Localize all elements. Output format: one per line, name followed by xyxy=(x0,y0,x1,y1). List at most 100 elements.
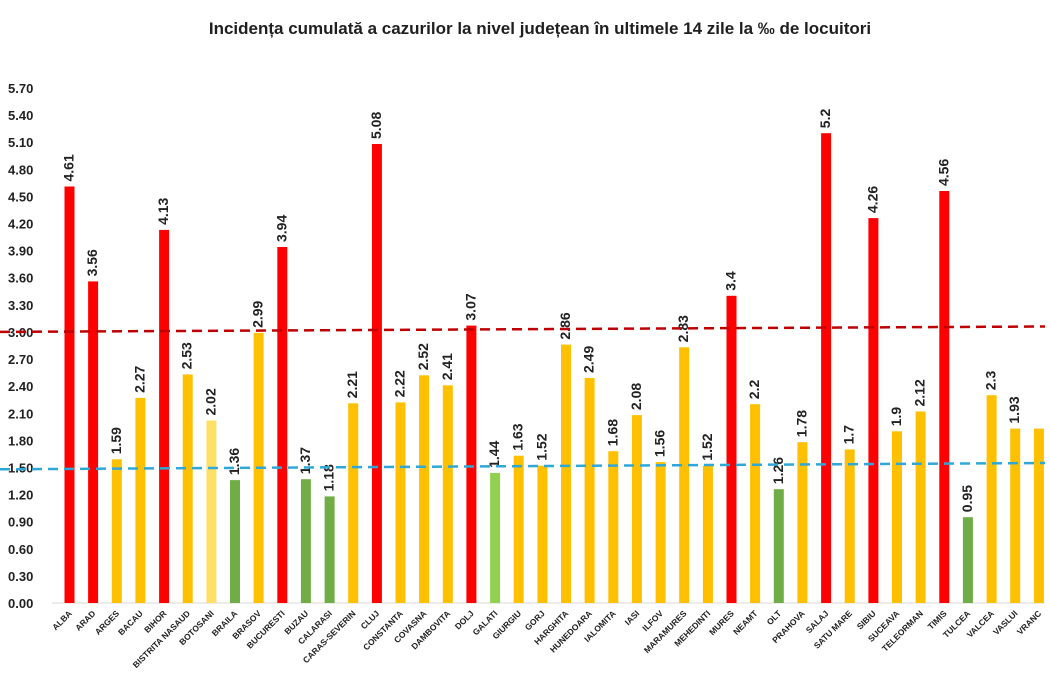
bar xyxy=(655,462,666,603)
bar xyxy=(111,459,122,603)
data-label: 1.9 xyxy=(888,407,904,427)
data-label: 1.44 xyxy=(486,440,502,467)
y-tick-label: 1.20 xyxy=(8,488,33,503)
data-label: 0.95 xyxy=(959,485,975,512)
x-tick-label: VASLUI xyxy=(991,608,1020,637)
y-tick-label: 1.80 xyxy=(8,433,33,448)
bar xyxy=(513,455,524,603)
bars xyxy=(64,133,1044,603)
bar xyxy=(821,133,832,603)
bar xyxy=(915,411,926,603)
y-tick-label: 2.70 xyxy=(8,352,33,367)
x-tick-label: NEAMT xyxy=(731,608,760,637)
bar xyxy=(1010,428,1021,603)
threshold-lines xyxy=(0,325,1046,471)
y-tick-label: 4.20 xyxy=(8,217,33,232)
bar xyxy=(726,295,737,603)
y-tick-label: 3.60 xyxy=(8,271,33,286)
data-label: 4.61 xyxy=(61,154,77,181)
y-axis: 0.000.300.600.901.201.501.802.102.402.70… xyxy=(8,81,1045,611)
threshold-line xyxy=(0,461,1046,471)
y-tick-label: 0.30 xyxy=(8,569,33,584)
bar xyxy=(277,247,288,603)
bar xyxy=(64,186,75,603)
data-label: 1.56 xyxy=(652,430,668,457)
data-label: 2.52 xyxy=(415,343,431,370)
data-label: 2.27 xyxy=(131,365,147,392)
data-label: 4.56 xyxy=(935,159,951,186)
x-tick-label: IASI xyxy=(623,608,642,627)
bar xyxy=(608,451,619,603)
y-tick-label: 5.40 xyxy=(8,108,33,123)
bar xyxy=(1033,428,1044,603)
bar xyxy=(561,344,571,603)
y-tick-label: 2.40 xyxy=(8,379,33,394)
y-tick-label: 3.30 xyxy=(8,298,33,313)
data-label: 3.94 xyxy=(273,215,289,242)
bar xyxy=(324,496,335,603)
data-label: 2.41 xyxy=(439,353,455,380)
bar xyxy=(135,397,146,603)
data-label: 2.3 xyxy=(983,371,999,391)
y-tick-label: 0.90 xyxy=(8,515,33,530)
y-tick-label: 2.10 xyxy=(8,406,33,421)
x-tick-label: MURES xyxy=(707,608,736,637)
y-tick-label: 4.50 xyxy=(8,189,33,204)
data-label: 2.49 xyxy=(581,346,597,373)
bar xyxy=(300,479,311,603)
data-label: 1.36 xyxy=(226,448,242,475)
data-label: 1.59 xyxy=(108,427,124,454)
bar xyxy=(584,378,595,603)
data-label: 2.08 xyxy=(628,383,644,410)
data-label: 2.53 xyxy=(179,342,195,369)
data-label: 1.93 xyxy=(1006,396,1022,423)
bar xyxy=(371,144,382,603)
bar xyxy=(537,465,548,603)
bar xyxy=(88,281,99,603)
data-label: 2.21 xyxy=(344,371,360,398)
data-labels: 4.61 3.56 1.59 2.27 4.13 2.53 2.02 1.36 2.99 3.94… xyxy=(61,109,1023,513)
bar xyxy=(230,480,240,603)
data-label: 1.18 xyxy=(321,464,337,491)
bar xyxy=(490,472,501,603)
data-label: 2.02 xyxy=(202,388,218,415)
bar xyxy=(773,489,784,603)
y-tick-label: 5.10 xyxy=(8,135,33,150)
bar xyxy=(395,402,406,603)
bar xyxy=(419,375,430,603)
x-tick-label: BACAU xyxy=(116,608,145,637)
bar xyxy=(442,385,453,603)
data-label: 1.68 xyxy=(604,419,620,446)
bar xyxy=(159,229,170,603)
data-label: 5.2 xyxy=(817,109,833,129)
bar xyxy=(702,465,713,603)
data-label: 4.26 xyxy=(864,186,880,213)
data-label: 2.2 xyxy=(746,380,762,400)
data-label: 3.07 xyxy=(462,293,478,320)
data-label: 2.99 xyxy=(250,300,266,327)
bar xyxy=(182,374,193,603)
x-tick-label: ALBA xyxy=(50,608,74,632)
data-label: 3.56 xyxy=(84,249,100,276)
bar xyxy=(844,449,855,603)
bar xyxy=(631,415,642,603)
bar xyxy=(466,325,477,603)
y-tick-label: 0.00 xyxy=(8,596,33,611)
data-label: 1.37 xyxy=(297,447,313,474)
data-label: 1.63 xyxy=(510,423,526,450)
data-label: 5.08 xyxy=(368,112,384,139)
data-label: 2.86 xyxy=(557,312,573,339)
bar xyxy=(750,404,761,603)
bar xyxy=(206,420,217,603)
data-label: 3.4 xyxy=(723,271,739,291)
bar xyxy=(348,403,359,603)
bar xyxy=(868,218,879,603)
y-tick-label: 0.60 xyxy=(8,542,33,557)
data-label: 2.83 xyxy=(675,315,691,342)
y-tick-label: 5.70 xyxy=(8,81,33,96)
bar xyxy=(962,517,973,603)
bar xyxy=(679,347,690,603)
bar xyxy=(892,431,902,603)
